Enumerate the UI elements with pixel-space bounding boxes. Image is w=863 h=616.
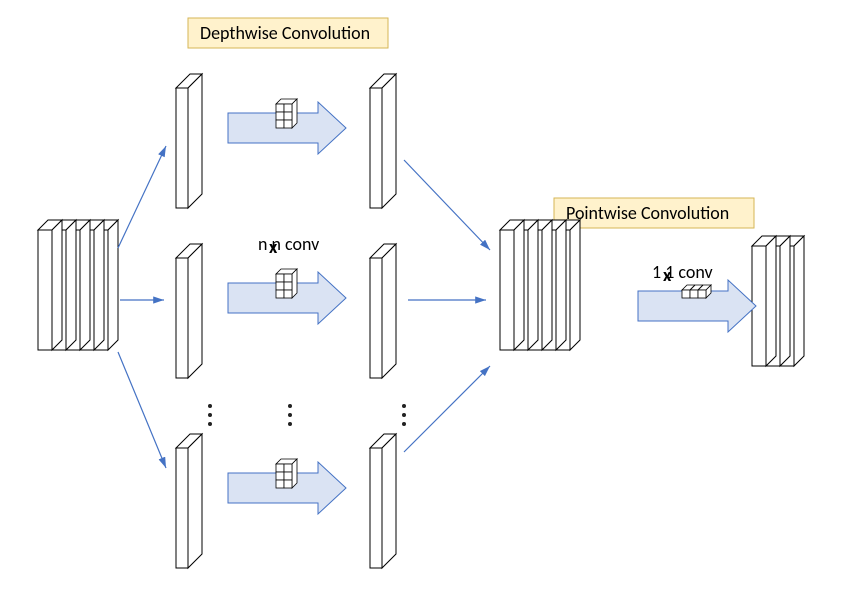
times-symbol: x xyxy=(269,236,278,258)
ellipsis-left xyxy=(208,404,212,426)
times-symbol-2: x xyxy=(663,264,672,286)
input-tensor-stack xyxy=(38,220,118,350)
kernel-nxn-bot xyxy=(276,459,297,488)
kernel-1x1 xyxy=(682,285,711,298)
pointwise-label: Pointwise Convolution xyxy=(554,198,754,228)
input-slice-top xyxy=(176,74,202,208)
depthwise-output-stack xyxy=(500,220,580,350)
input-slice-mid xyxy=(176,244,202,378)
svg-text:Depthwise Convolution: Depthwise Convolution xyxy=(200,22,370,44)
1x1-conv-label: 1 1 conv xyxy=(652,261,713,283)
arrow-ta_out_a xyxy=(404,160,490,250)
ellipsis-right xyxy=(402,404,406,426)
pointwise-output-stack xyxy=(752,236,804,366)
arrow-ta_in_c xyxy=(118,352,166,468)
nxn-conv-label: n n conv xyxy=(258,233,319,255)
kernel-nxn-top xyxy=(276,99,297,128)
depthwise-label: Depthwise Convolution xyxy=(188,18,388,48)
arrow-ta_out_c xyxy=(404,366,490,452)
arrow-ta_in_a xyxy=(118,146,166,248)
input-slice-bot xyxy=(176,434,202,568)
ellipsis-mid xyxy=(288,404,292,426)
dw-slice-mid xyxy=(370,244,396,378)
svg-text:Pointwise Convolution: Pointwise Convolution xyxy=(566,202,729,224)
kernel-nxn-mid xyxy=(276,269,297,298)
dw-slice-bot xyxy=(370,434,396,568)
dw-slice-top xyxy=(370,74,396,208)
